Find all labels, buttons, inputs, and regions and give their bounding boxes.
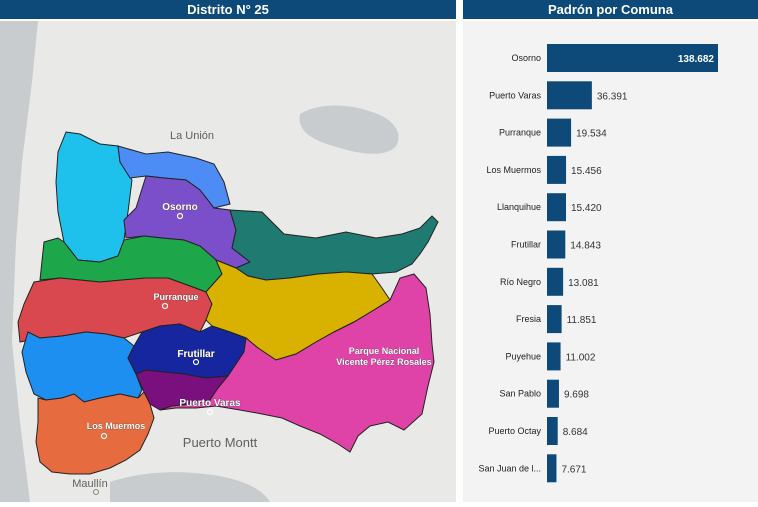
- bar[interactable]: [547, 417, 558, 445]
- bay-reloncavi: [110, 472, 270, 502]
- purranque-region-label: Purranque: [153, 292, 198, 302]
- bar-chart: Osorno 138.682 Puerto Varas 36.391 Purranque…: [463, 21, 758, 502]
- bar[interactable]: [547, 119, 571, 147]
- region-los-muermos-s[interactable]: [36, 392, 154, 474]
- frutillar-region-label: Frutillar: [177, 349, 214, 360]
- bar[interactable]: [547, 380, 559, 408]
- bar-category-label: Frutillar: [511, 240, 541, 250]
- bar-value-label: 15.456: [571, 166, 602, 177]
- osorno-region-label: Osorno: [162, 202, 198, 213]
- bar-category-label: San Juan de l...: [478, 463, 541, 473]
- bar-category-label: Río Negro: [500, 277, 541, 287]
- bar-category-label: Puyehue: [505, 351, 541, 361]
- la-union-label: La Unión: [170, 130, 214, 142]
- bar-value-label: 11.851: [567, 315, 597, 326]
- puerto-varas-marker[interactable]: [208, 410, 213, 415]
- bar[interactable]: [547, 231, 565, 259]
- bar[interactable]: [547, 305, 562, 333]
- puerto-varas-region-label: Puerto Varas: [179, 398, 241, 409]
- bar-category-label: Osorno: [511, 53, 541, 63]
- parque-label-line1: Parque Nacional: [349, 346, 420, 356]
- bar-category-label: Puerto Octay: [488, 426, 541, 436]
- bar-value-label: 36.391: [597, 91, 628, 102]
- bar-value-label: 19.534: [576, 129, 607, 140]
- bar-category-label: Los Muermos: [486, 165, 541, 175]
- bar-category-label: Puerto Varas: [489, 90, 541, 100]
- bar-category-label: Fresia: [516, 314, 541, 324]
- sea-area: [0, 21, 38, 502]
- bar-value-label: 9.698: [564, 390, 589, 401]
- maullin-label: Maullín: [72, 478, 107, 490]
- bar-value-label: 15.420: [571, 203, 602, 214]
- bar-value-label: 8.684: [563, 427, 588, 438]
- bar[interactable]: [547, 156, 566, 184]
- bar-category-label: Purranque: [499, 128, 541, 138]
- bar-category-label: San Pablo: [499, 389, 541, 399]
- chart-title: Padrón por Comuna: [463, 0, 758, 19]
- region-los-muermos-w[interactable]: [22, 332, 142, 402]
- parque-label-line2: Vicente Pérez Rosales: [336, 357, 431, 367]
- los-muermos-region-label: Los Muermos: [87, 421, 146, 431]
- puerto-montt-label: Puerto Montt: [183, 435, 258, 450]
- bar-value-label: 11.002: [566, 352, 596, 363]
- region-puyehue[interactable]: [230, 210, 438, 280]
- bar-chart-panel: Osorno 138.682 Puerto Varas 36.391 Purranque…: [463, 21, 758, 502]
- bar[interactable]: [547, 454, 556, 482]
- bar[interactable]: [547, 193, 566, 221]
- bar[interactable]: [547, 342, 561, 370]
- bar[interactable]: [547, 268, 563, 296]
- map-title: Distrito N° 25: [0, 0, 456, 19]
- maullin-marker: [94, 490, 99, 495]
- lake-ranco: [300, 106, 399, 154]
- bar-value-label: 138.682: [678, 54, 715, 65]
- bar-value-label: 7.671: [561, 464, 586, 475]
- bar-category-label: Llanquihue: [497, 202, 541, 212]
- district-map[interactable]: La Unión Puerto Montt Maullín Osorno Pur…: [0, 21, 456, 502]
- bar[interactable]: [547, 81, 592, 109]
- bar-value-label: 14.843: [570, 241, 601, 252]
- bar-value-label: 13.081: [568, 278, 599, 289]
